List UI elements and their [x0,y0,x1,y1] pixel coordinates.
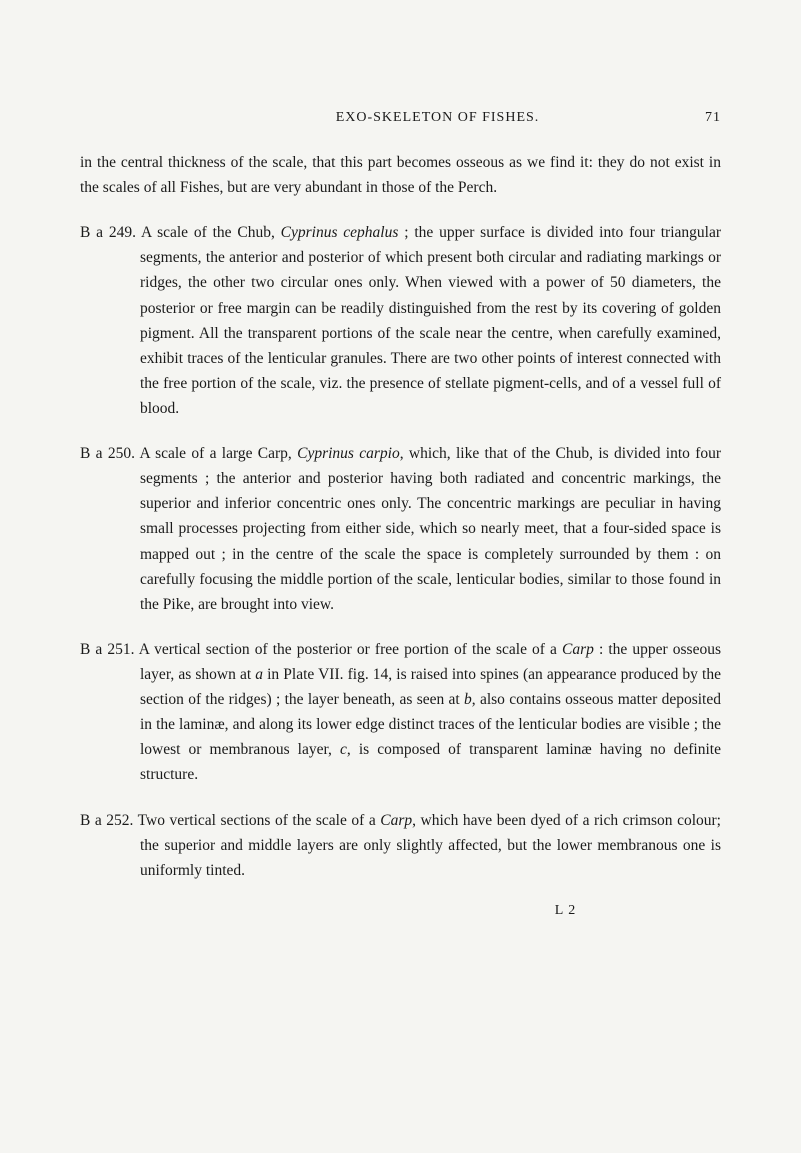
figure-ref: b [464,691,472,708]
entry-text: , which, like that of the Chub, is divid… [140,445,721,613]
intro-paragraph: in the central thickness of the scale, t… [80,150,721,200]
species-name: Carp [380,812,412,829]
signature-mark: L 2 [80,903,721,919]
page-content: EXO-SKELETON OF FISHES. 71 in the centra… [0,0,801,979]
entry-text: A scale of a large Carp, [139,445,297,462]
entry-text: A scale of the Chub, [141,224,281,241]
entry-text: Two vertical sections of the scale of a [138,812,381,829]
catalog-entry: B a 251. A vertical section of the poste… [80,637,721,788]
entry-label: B a 250. [80,445,135,462]
species-name: Cyprinus cephalus [281,224,399,241]
species-name: Carp [562,641,594,658]
figure-ref: a [255,666,263,683]
figure-ref: c [340,741,347,758]
header-title: EXO-SKELETON OF FISHES. [80,110,705,126]
catalog-entry: B a 250. A scale of a large Carp, Cyprin… [80,441,721,617]
catalog-entry: B a 249. A scale of the Chub, Cyprinus c… [80,220,721,421]
entry-text: A vertical section of the posterior or f… [139,641,562,658]
entry-label: B a 251. [80,641,135,658]
entry-text: ; the upper surface is divided into four… [140,224,721,417]
catalog-entry: B a 252. Two vertical sections of the sc… [80,808,721,883]
entry-label: B a 252. [80,812,133,829]
species-name: Cyprinus carpio [297,445,400,462]
page-number: 71 [705,110,721,126]
page-header: EXO-SKELETON OF FISHES. 71 [80,110,721,126]
entry-label: B a 249. [80,224,136,241]
